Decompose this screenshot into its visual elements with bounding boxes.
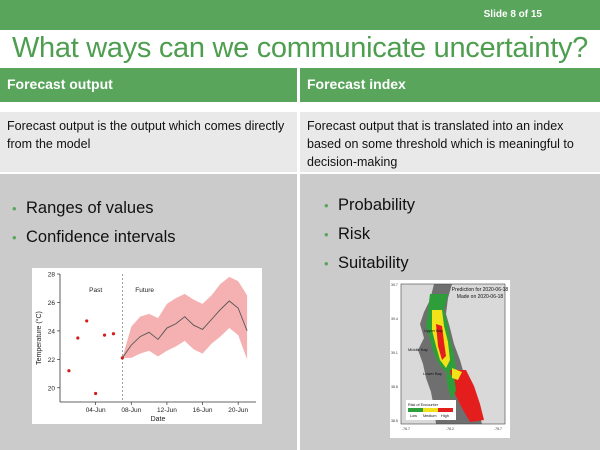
chart-data-point (111, 332, 116, 336)
map-title-line2: Made on 2020-06-18 (457, 294, 504, 300)
map-legend-swatch-medium (423, 408, 438, 412)
bullet-dot: • (12, 201, 17, 216)
chart-y-tick-label: 24 (48, 328, 56, 335)
map-legend-low: Low (410, 414, 417, 418)
risk-map-svg: Prediction for 2020-06-18 Made on 2020-0… (391, 283, 509, 431)
chart-future-label: Future (135, 287, 154, 294)
map-lat-tick: 38.5 (391, 419, 398, 423)
column-header-forecast-output: Forecast output (0, 68, 297, 102)
map-label-middle-bay: Middle Bay (408, 347, 428, 352)
map-risk-high-south (450, 370, 484, 422)
map-risk-low-south (446, 374, 456, 400)
chart-x-tick-label: 04-Jun (86, 407, 106, 414)
chart-x-tick-label: 08-Jun (121, 407, 141, 414)
bullet-text: Confidence intervals (26, 228, 176, 246)
bullet-text: Ranges of values (26, 199, 154, 217)
map-frame (400, 283, 506, 425)
temperature-forecast-chart: 20 22 24 26 28 04-Jun 08-Jun 12-Jun 16-Jun 20-Jun… (32, 268, 262, 424)
description-forecast-index: Forecast output that is translated into … (300, 112, 600, 172)
slide-number: Slide 8 of 15 (483, 9, 542, 20)
top-bar: Slide 8 of 15 (0, 0, 600, 30)
bullet-dot: • (324, 256, 329, 271)
chart-confidence-band (122, 276, 248, 360)
slide-title: What ways can we communicate uncertainty… (11, 32, 588, 64)
column-header-forecast-index: Forecast index (300, 68, 600, 102)
chart-data-point (102, 333, 107, 337)
map-land-east (446, 284, 505, 424)
bullet-text: Risk (338, 225, 371, 243)
chart-data-point (85, 319, 89, 323)
map-risk-high-north (436, 324, 446, 360)
chart-x-tick-label: 12-Jun (157, 407, 177, 414)
map-legend-medium: Medium (423, 414, 437, 418)
bullet-item: • Confidence intervals (12, 223, 176, 252)
bullet-item: • Probability (324, 191, 415, 220)
bullet-dot: • (12, 230, 17, 245)
chart-data-point (67, 369, 71, 373)
chart-y-tick-label: 28 (48, 272, 56, 279)
chart-data-point (94, 391, 98, 396)
bullet-list-index: • Probability • Risk • Suitability (324, 191, 415, 278)
bullet-item: • Suitability (324, 249, 415, 278)
chart-data-point (76, 336, 80, 340)
chart-median-line (121, 300, 248, 359)
risk-map: Prediction for 2020-06-18 Made on 2020-0… (390, 280, 510, 438)
chart-y-axis-label: Temperature (°C) (35, 311, 43, 365)
bullet-text: Probability (338, 196, 416, 214)
map-title-line1: Prediction for 2020-06-18 (452, 287, 509, 293)
bullet-dot: • (324, 227, 329, 242)
chart-data-point (120, 356, 124, 360)
map-lon-tick: -76.2 (446, 427, 454, 431)
map-lat-tick: 39.4 (391, 317, 398, 321)
chart-x-tick-label: 20-Jun (228, 407, 248, 414)
map-legend-title: Risk of Encounter (408, 403, 439, 407)
map-lat-tick: 38.8 (391, 385, 398, 389)
map-legend-high: High (441, 414, 449, 418)
map-risk-medium-south (452, 368, 462, 380)
map-lat-tick: 39.7 (391, 283, 398, 287)
map-legend-swatch-high (438, 408, 453, 412)
chart-svg: 20 22 24 26 28 04-Jun 08-Jun 12-Jun 16-Jun 20-Jun… (35, 272, 256, 423)
map-legend-swatch-low (408, 408, 423, 412)
map-label-lower-bay: Lower Bay (423, 371, 442, 376)
comparison-table: Forecast output Forecast index Forecast … (0, 68, 600, 450)
map-label-upper-bay: Upper Bay (424, 328, 443, 333)
chart-past-label: Past (89, 287, 102, 294)
description-forecast-output: Forecast output is the output which come… (0, 112, 297, 172)
map-lat-tick: 39.1 (391, 351, 398, 355)
chart-y-tick-label: 22 (48, 357, 56, 364)
map-land-west (401, 284, 436, 424)
bullet-item: • Ranges of values (12, 194, 176, 223)
chart-x-tick-label: 16-Jun (193, 407, 213, 414)
chart-x-axis-label: Date (151, 416, 166, 423)
map-lon-tick: -75.7 (494, 427, 502, 431)
bullet-item: • Risk (324, 220, 415, 249)
chart-y-tick-label: 20 (48, 385, 56, 392)
bullet-list-output: • Ranges of values • Confidence intervals (12, 194, 176, 252)
map-lon-tick: -76.7 (402, 427, 410, 431)
chart-y-tick-label: 26 (48, 300, 56, 307)
bullet-dot: • (324, 198, 329, 213)
bullet-text: Suitability (338, 254, 409, 272)
